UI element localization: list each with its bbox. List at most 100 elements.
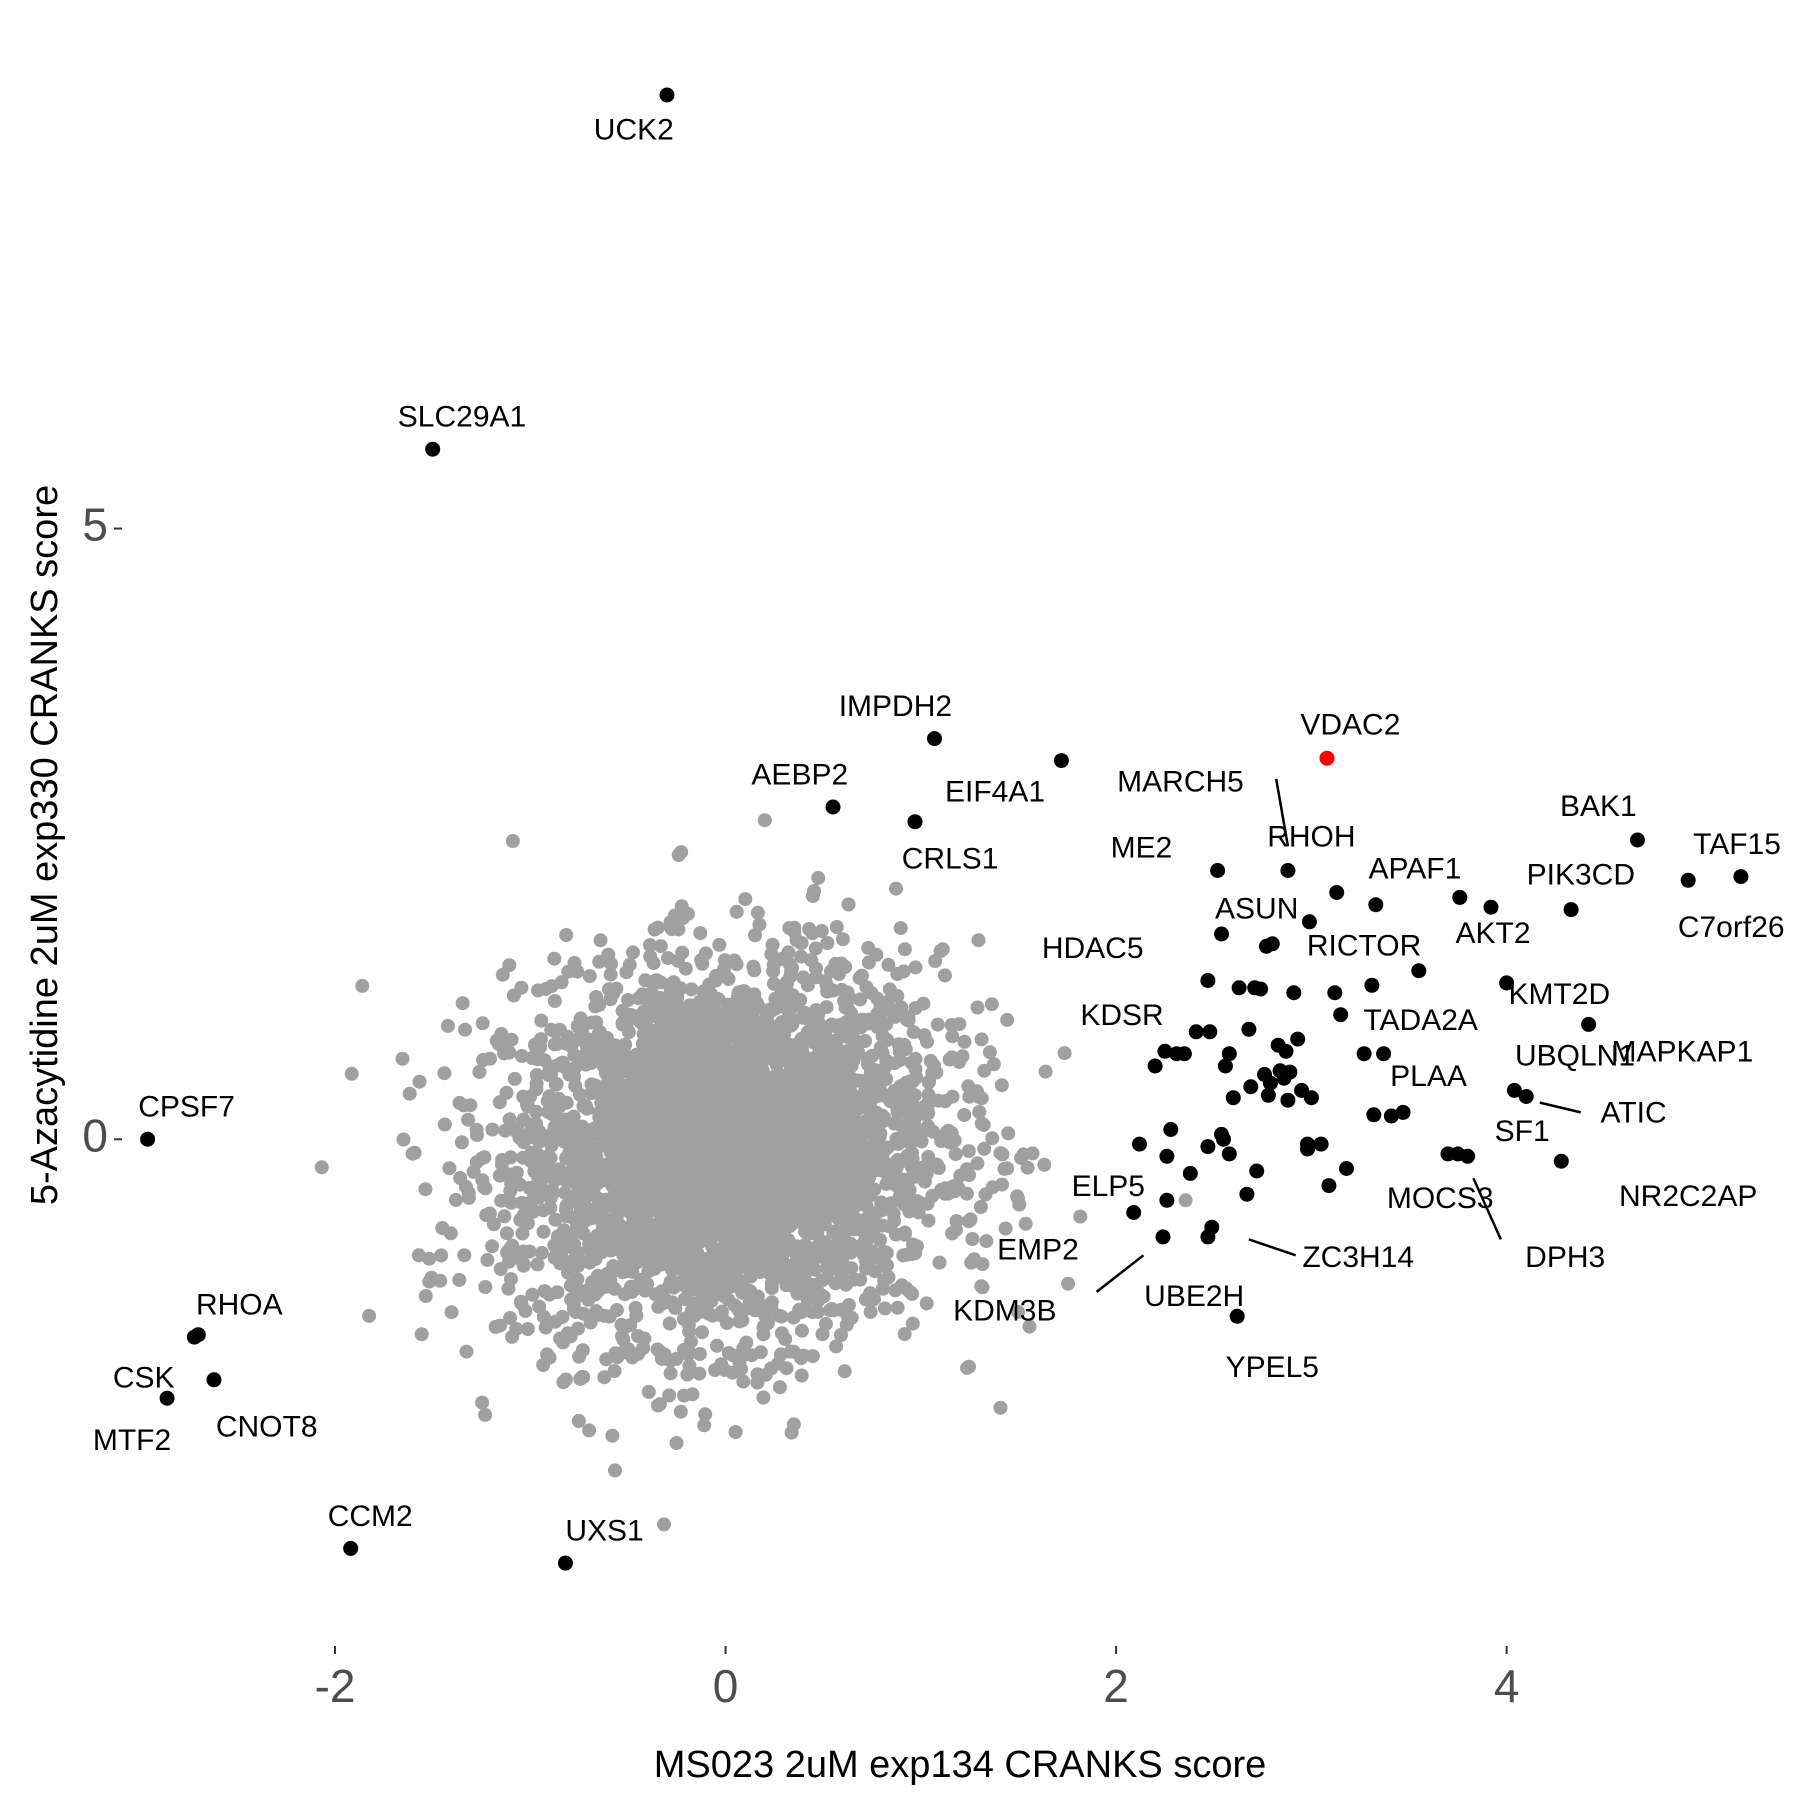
background-point xyxy=(899,1281,914,1296)
label-impdh2: IMPDH2 xyxy=(839,690,952,723)
background-point xyxy=(611,1204,626,1219)
x-tick-label: 0 xyxy=(713,1660,739,1712)
background-point xyxy=(697,1114,712,1129)
background-point xyxy=(452,1095,467,1110)
data-point xyxy=(1368,897,1384,913)
background-point xyxy=(995,1177,1009,1192)
background-point xyxy=(830,1146,845,1161)
label-kmt2d: KMT2D xyxy=(1508,978,1610,1011)
background-point xyxy=(830,1185,845,1200)
background-point xyxy=(712,937,727,952)
label-cnot8: CNOT8 xyxy=(216,1411,318,1444)
background-point xyxy=(785,1017,800,1032)
background-point xyxy=(590,1199,605,1214)
background-point xyxy=(561,1029,575,1044)
background-point xyxy=(787,1122,801,1137)
background-point xyxy=(522,1089,537,1104)
background-point xyxy=(811,1293,826,1308)
background-point xyxy=(625,1350,640,1365)
background-point xyxy=(641,1384,656,1399)
background-point xyxy=(727,1067,742,1082)
background-point xyxy=(860,1051,875,1066)
background-point xyxy=(921,1119,935,1134)
background-point xyxy=(681,1347,696,1362)
background-point xyxy=(635,1036,650,1051)
background-point xyxy=(896,1248,911,1263)
background-point xyxy=(663,1274,678,1289)
background-point xyxy=(613,1088,628,1103)
background-point xyxy=(478,1280,493,1294)
background-point xyxy=(794,1323,809,1338)
background-point xyxy=(829,1033,844,1047)
background-point xyxy=(461,1190,476,1205)
background-point xyxy=(773,1147,788,1162)
data-point xyxy=(1680,872,1696,888)
background-point xyxy=(559,1209,574,1224)
background-point xyxy=(792,1260,807,1275)
data-point xyxy=(1333,1007,1349,1023)
background-point xyxy=(503,1311,518,1325)
background-point xyxy=(396,1132,411,1147)
background-point xyxy=(795,1187,810,1202)
background-point xyxy=(945,1089,960,1104)
background-point xyxy=(965,1232,980,1246)
background-point xyxy=(610,1263,625,1278)
background-point xyxy=(634,1016,649,1030)
background-point xyxy=(803,1259,818,1273)
background-point xyxy=(846,1107,861,1122)
background-point xyxy=(921,1213,936,1228)
data-point xyxy=(1280,1092,1296,1108)
background-point xyxy=(756,1390,771,1405)
background-point xyxy=(993,1146,1008,1161)
background-point xyxy=(485,1122,500,1137)
background-point xyxy=(759,1011,774,1026)
background-point xyxy=(726,1279,741,1294)
background-point xyxy=(761,1027,776,1042)
background-point xyxy=(631,991,646,1006)
background-point xyxy=(827,1050,842,1065)
background-point xyxy=(593,933,608,948)
point-csk xyxy=(159,1390,175,1406)
background-point xyxy=(512,1130,527,1145)
background-point xyxy=(800,1292,815,1307)
background-point xyxy=(786,990,801,1005)
background-point xyxy=(818,1317,833,1331)
background-point xyxy=(859,1199,874,1213)
background-point xyxy=(805,1305,820,1320)
background-point xyxy=(442,1161,457,1176)
background-point xyxy=(884,1196,899,1211)
background-point xyxy=(818,1031,833,1046)
data-point xyxy=(1301,914,1317,930)
background-point xyxy=(712,1023,727,1038)
background-point xyxy=(714,1357,729,1372)
label-zc3h14: ZC3H14 xyxy=(1302,1241,1414,1274)
data-point xyxy=(1483,899,1499,915)
background-point xyxy=(820,936,835,950)
background-point xyxy=(547,1119,562,1134)
background-point xyxy=(837,1364,852,1379)
background-point xyxy=(605,1428,620,1443)
background-point xyxy=(536,1224,551,1239)
background-point xyxy=(548,1212,563,1227)
background-point xyxy=(576,1099,591,1114)
background-point xyxy=(828,956,843,971)
background-point xyxy=(804,953,819,968)
leader-line xyxy=(1274,778,1290,847)
background-point xyxy=(676,1262,691,1277)
background-point xyxy=(985,1131,1000,1146)
background-point xyxy=(858,1292,873,1307)
background-point xyxy=(314,1160,329,1175)
label-plaa: PLAA xyxy=(1390,1060,1467,1093)
data-point xyxy=(186,1329,202,1345)
label-asun: ASUN xyxy=(1215,893,1298,926)
background-point xyxy=(643,1231,658,1246)
background-point xyxy=(647,1202,662,1217)
background-point xyxy=(540,1094,555,1109)
background-point xyxy=(778,1332,793,1347)
background-point xyxy=(1025,1146,1040,1161)
background-point xyxy=(486,1217,501,1232)
background-point xyxy=(836,1257,850,1272)
background-point xyxy=(607,1038,622,1053)
background-point xyxy=(534,1013,549,1028)
background-point xyxy=(695,1216,710,1231)
